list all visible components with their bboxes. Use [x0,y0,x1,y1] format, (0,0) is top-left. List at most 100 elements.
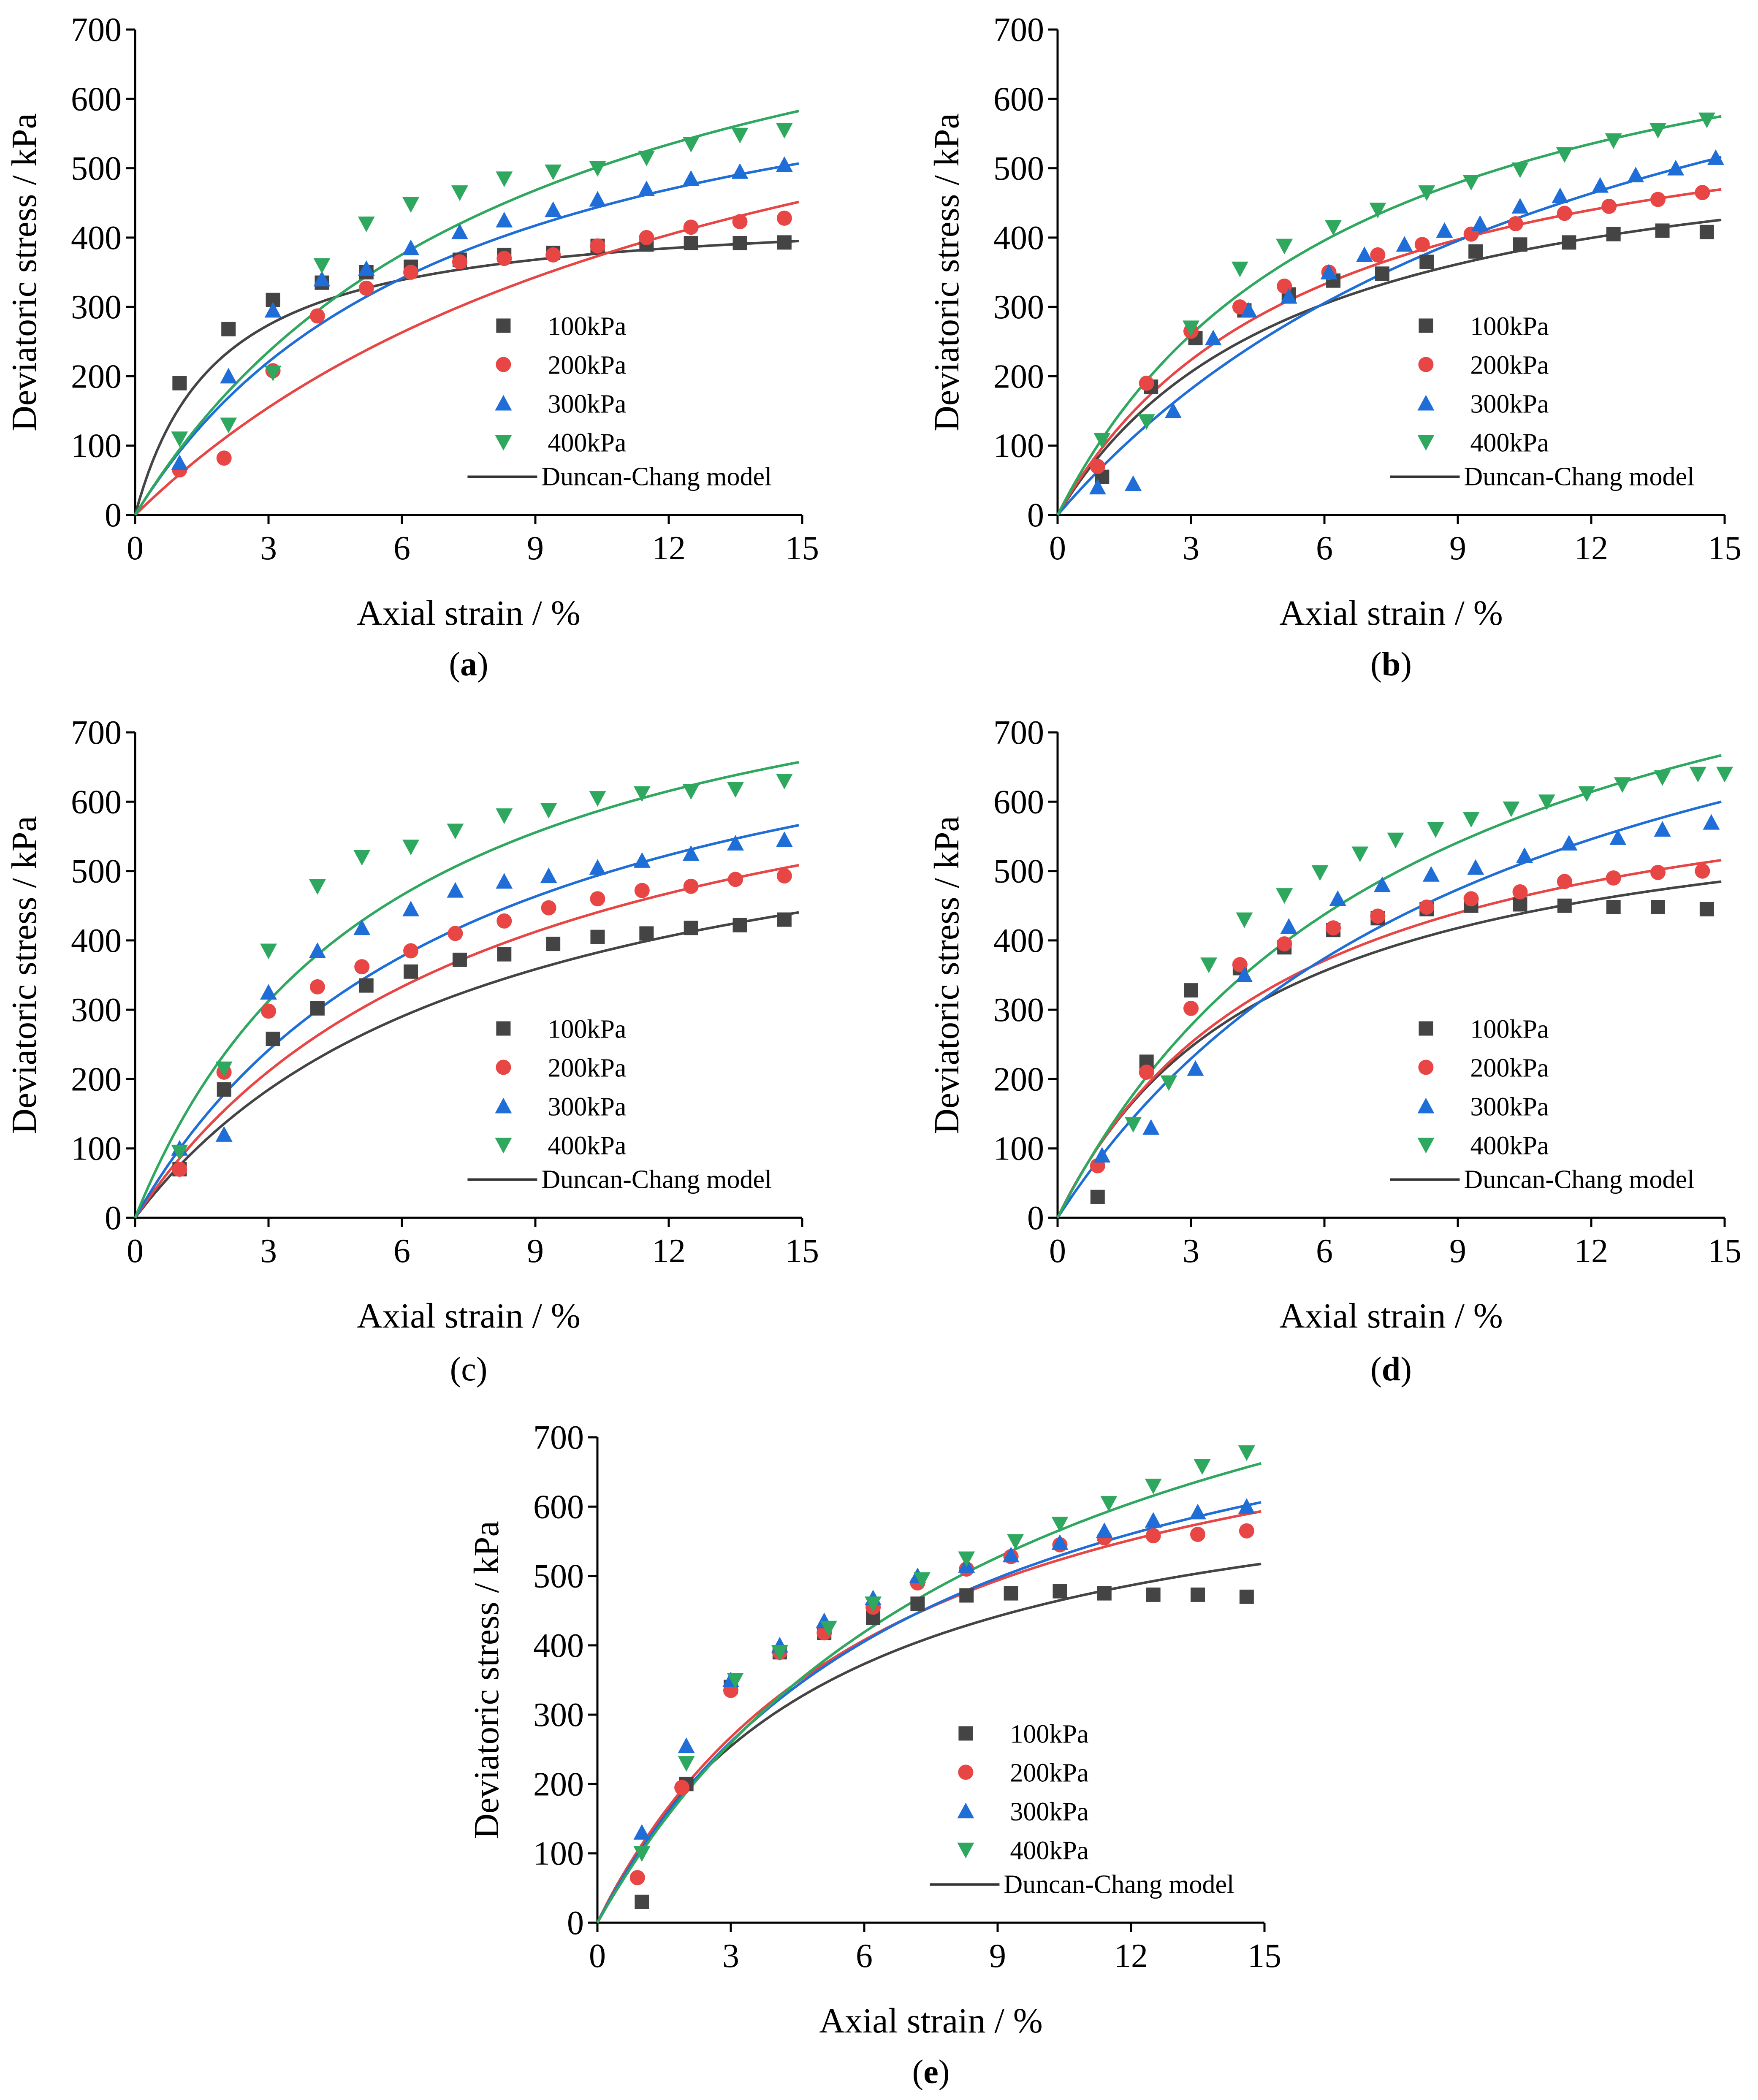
data-point-300kPa [220,368,237,384]
data-point-100kPa [452,952,467,967]
data-point-300kPa [682,170,700,186]
data-point-300kPa [496,873,513,889]
legend-label-model: Duncan-Chang model [1464,1165,1694,1194]
data-point-300kPa [1280,918,1297,934]
data-point-200kPa [496,251,512,266]
data-point-300kPa [1471,215,1489,231]
data-point-400kPa [358,217,375,232]
legend-label: 300kPa [1470,1093,1549,1122]
data-point-300kPa [1373,876,1391,892]
fit-curve-100kPa [1056,880,1722,1219]
data-point-100kPa [1375,266,1389,281]
data-point-400kPa [545,164,562,180]
panel-label: (e) [912,2054,950,2091]
data-point-200kPa [1508,216,1523,231]
data-point-100kPa [635,1894,649,1909]
data-point-300kPa [633,1824,651,1840]
y-axis-title: Deviatoric stress / kPa [5,113,44,431]
x-tick-label: 6 [393,530,410,567]
fit-curve-200kPa [1056,859,1722,1219]
data-point-200kPa [358,280,374,296]
data-point-400kPa [1503,801,1520,817]
data-point-400kPa [1325,220,1342,236]
data-point-100kPa [1655,223,1670,238]
data-point-300kPa [589,191,606,207]
data-point-300kPa [264,302,282,318]
y-tick-label: 300 [993,289,1044,326]
data-point-100kPa [1699,902,1714,916]
x-tick-label: 3 [1183,1233,1199,1270]
y-tick-label: 300 [71,289,122,326]
data-point-400kPa [1276,888,1293,904]
data-point-200kPa [1277,936,1292,952]
data-point-100kPa [684,921,698,935]
data-point-300kPa [496,211,513,228]
legend-marker-300kPa [495,1097,512,1114]
legend-label: 100kPa [548,312,626,341]
data-point-300kPa [589,859,606,875]
data-point-200kPa [1606,870,1621,886]
data-point-300kPa [1329,890,1346,906]
data-point-300kPa [215,1126,233,1142]
y-tick-label: 700 [993,714,1044,751]
data-point-300kPa [1422,866,1440,882]
x-tick-label: 3 [1183,530,1199,567]
y-tick-label: 0 [105,497,122,534]
y-tick-label: 600 [533,1488,584,1526]
data-point-300kPa [1240,302,1257,318]
data-point-400kPa [1649,123,1666,139]
legend-label: 200kPa [548,1054,626,1083]
data-point-300kPa [1320,264,1337,279]
x-tick-label: 12 [652,1233,686,1270]
data-point-400kPa [402,840,420,856]
fit-curve-400kPa [134,109,799,516]
legend-label: 400kPa [1470,1132,1549,1160]
x-tick-label: 6 [393,1233,410,1270]
data-point-400kPa [1183,320,1199,336]
data-point-400kPa [682,784,700,800]
y-tick-label: 100 [533,1835,584,1872]
data-point-100kPa [959,1588,974,1603]
y-tick-label: 200 [993,358,1044,395]
data-point-300kPa [1189,1504,1206,1520]
data-point-200kPa [590,891,605,907]
data-point-200kPa [634,883,650,898]
legend-marker-100kPa [1419,1021,1433,1036]
fit-curve-300kPa [1056,800,1722,1219]
x-tick-label: 6 [1316,530,1333,567]
data-point-200kPa [732,214,748,230]
data-point-300kPa [1609,829,1627,845]
data-point-300kPa [678,1737,695,1753]
legend-label: 100kPa [548,1015,626,1044]
legend-label-model: Duncan-Chang model [541,1165,772,1194]
y-tick-label: 700 [71,714,122,751]
data-point-100kPa [590,929,605,944]
data-point-400kPa [1007,1534,1024,1550]
y-tick-label: 200 [71,1061,122,1098]
x-tick-label: 9 [527,530,544,567]
data-point-200kPa [1183,1000,1199,1016]
data-point-400kPa [727,1673,744,1688]
data-point-300kPa [1236,967,1253,982]
x-tick-label: 12 [1574,1233,1608,1270]
data-point-400kPa [1418,185,1435,201]
data-point-300kPa [1511,198,1529,214]
data-point-300kPa [358,260,375,276]
legend-marker-400kPa [1417,435,1435,451]
data-point-400kPa [220,417,237,434]
data-point-300kPa [1707,149,1724,165]
data-point-400kPa [682,137,700,153]
data-point-200kPa [309,979,325,994]
y-tick-label: 500 [533,1558,584,1595]
x-tick-label: 3 [722,1937,739,1975]
data-point-300kPa [633,852,651,868]
x-axis-title: Axial strain / % [357,1296,581,1336]
data-point-200kPa [1463,891,1479,907]
legend-label: 300kPa [548,1093,626,1122]
data-point-100kPa [1146,1587,1161,1602]
legend-marker-400kPa [957,1843,974,1859]
data-point-300kPa [309,942,326,958]
y-tick-label: 0 [105,1200,122,1237]
data-point-200kPa [1650,864,1666,880]
data-point-200kPa [1512,884,1528,900]
